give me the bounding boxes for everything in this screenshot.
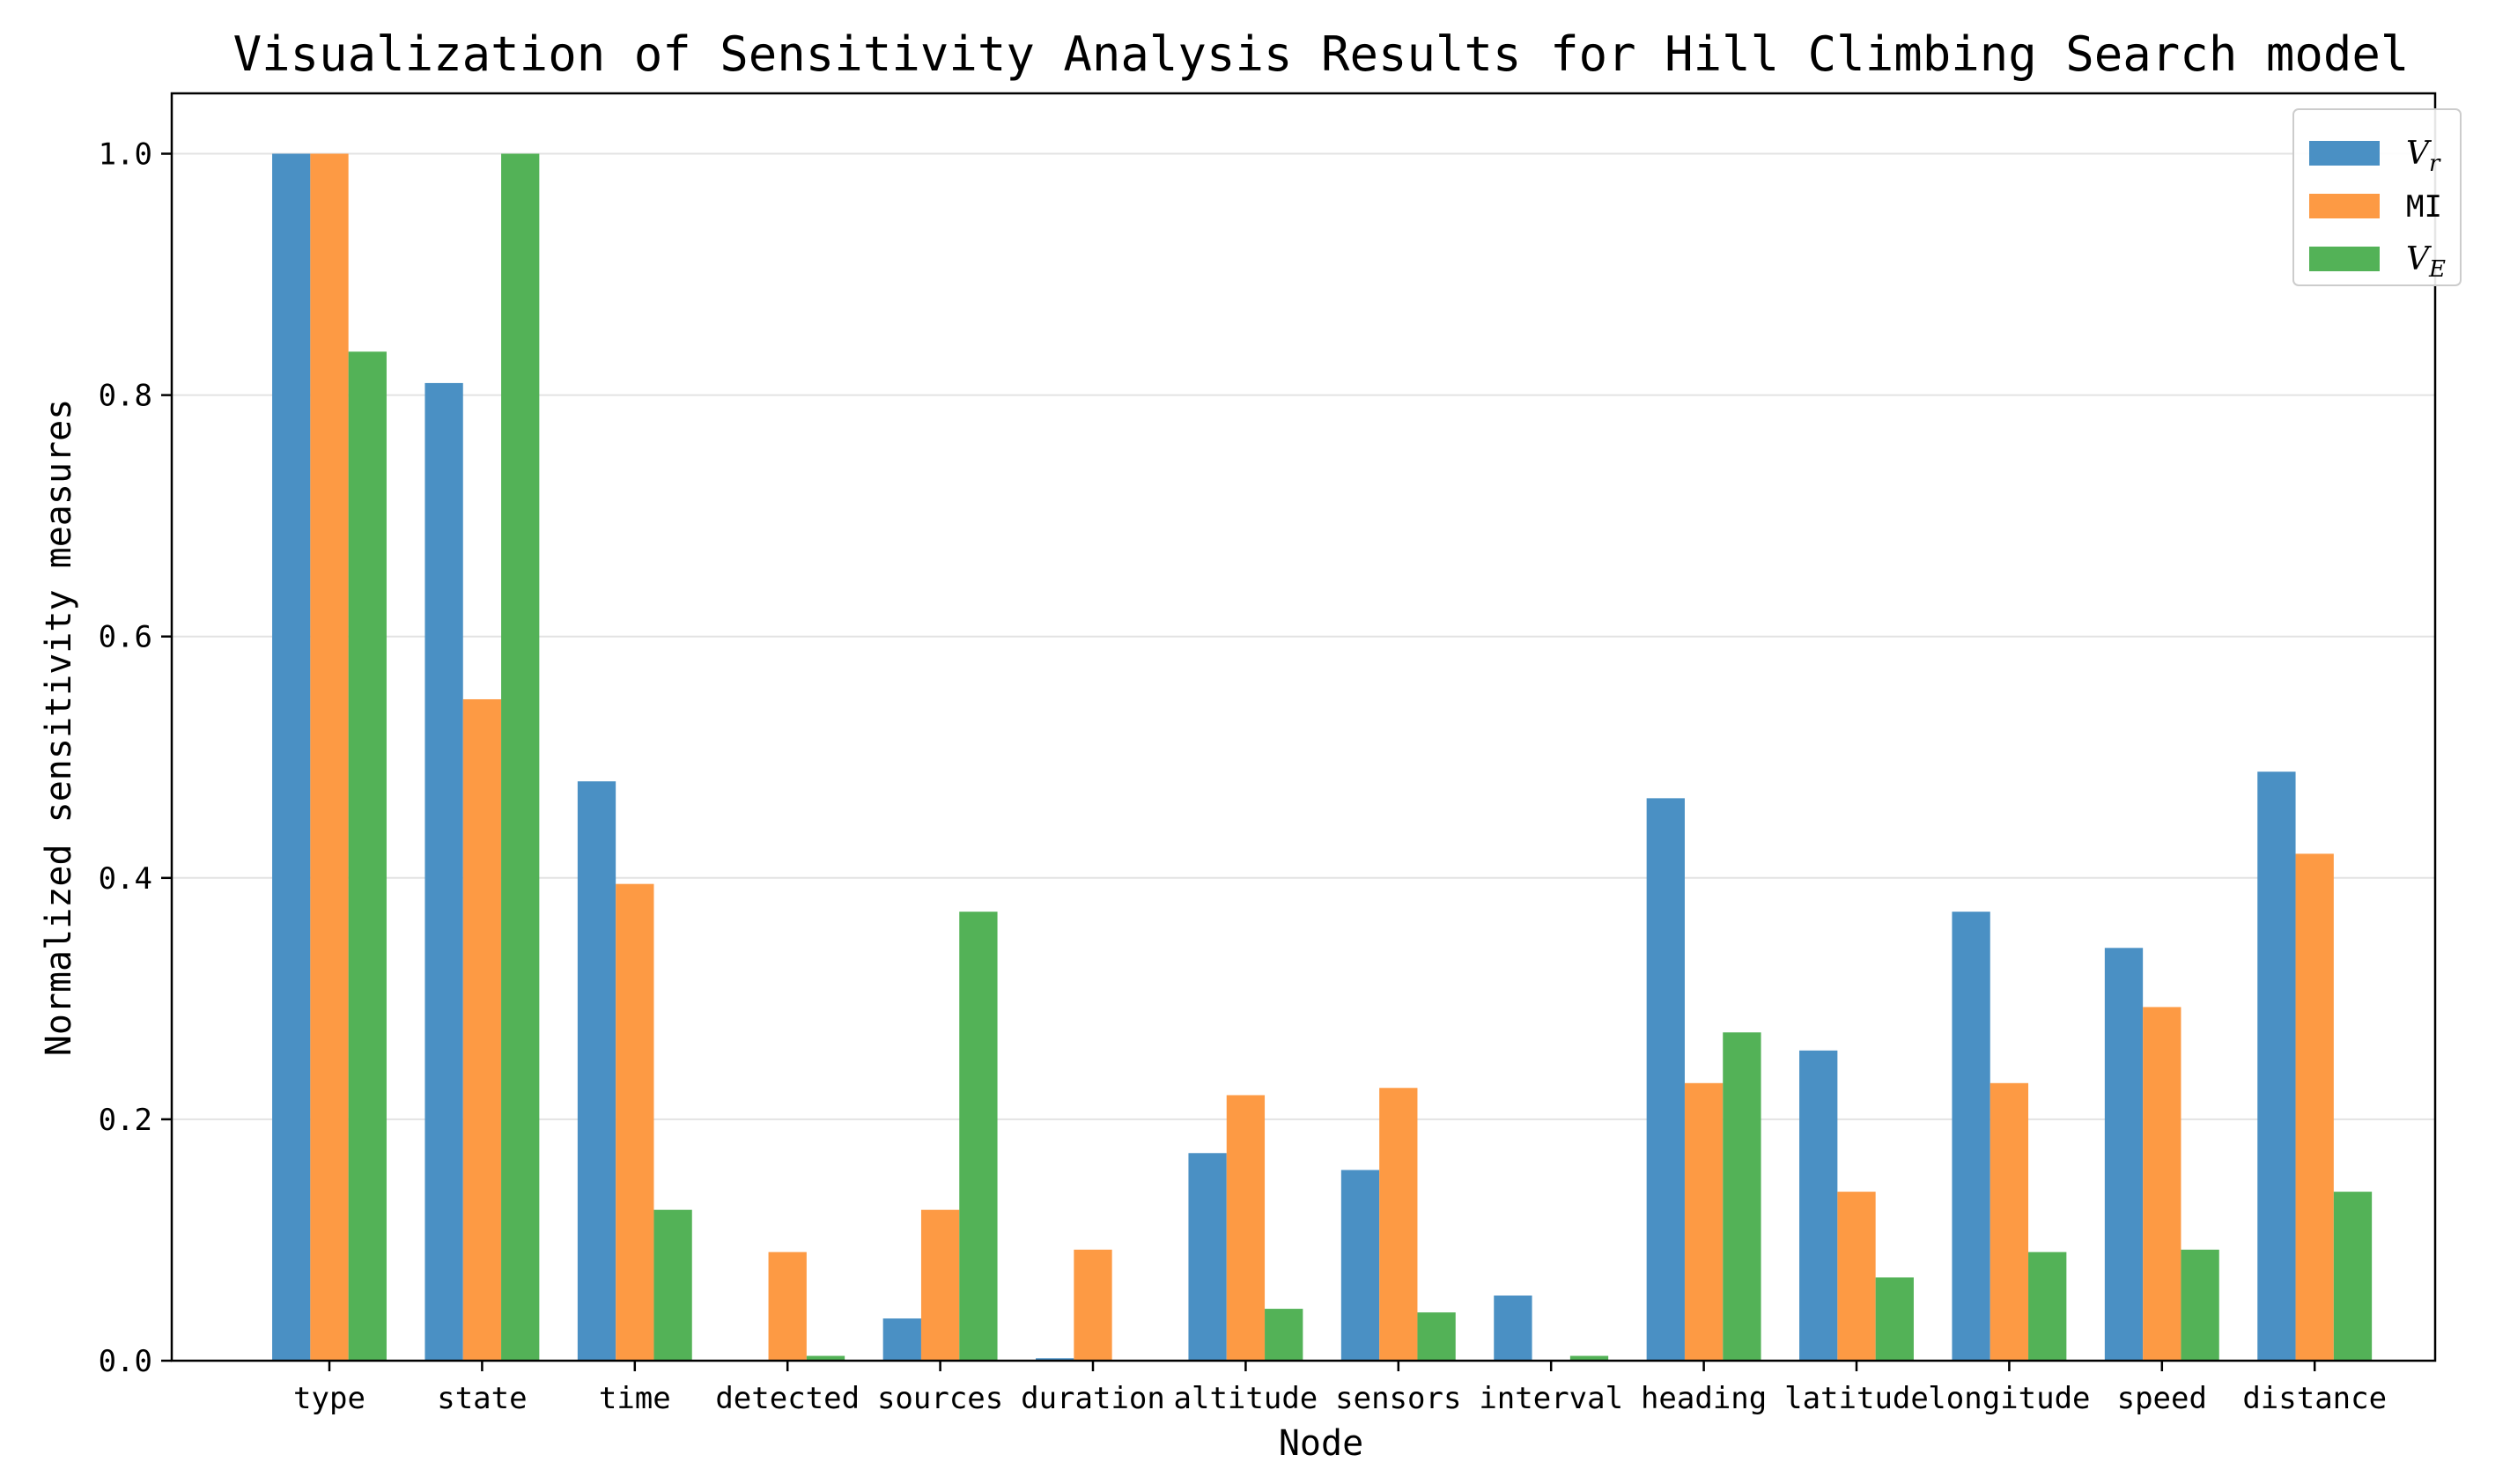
- bar-v-r-heading: [1646, 798, 1685, 1361]
- bar-v-r-sources: [882, 1318, 921, 1361]
- bar-mi-speed: [2143, 1007, 2181, 1361]
- x-tick-label: interval: [1479, 1381, 1623, 1416]
- legend-label-text: MI: [2406, 189, 2442, 225]
- x-tick-label: detected: [715, 1381, 860, 1416]
- x-tick-label: time: [599, 1381, 671, 1416]
- bar-v-e-sensors: [1417, 1312, 1456, 1361]
- legend-label-subscript: E: [2428, 256, 2446, 283]
- bar-v-e-interval: [1569, 1355, 1609, 1361]
- bar-v-e-heading: [1723, 1032, 1761, 1361]
- legend-label: Vr: [2406, 136, 2441, 177]
- x-tick-label: sources: [877, 1381, 1003, 1416]
- bar-mi-latitude: [1837, 1192, 1876, 1361]
- bar-v-r-altitude: [1188, 1153, 1227, 1361]
- bar-mi-distance: [2295, 853, 2334, 1361]
- y-tick-label: 0.8: [99, 379, 152, 414]
- bar-mi-altitude: [1226, 1095, 1266, 1361]
- x-tick-label: sensors: [1335, 1381, 1461, 1416]
- bar-v-e-distance: [2333, 1192, 2373, 1361]
- x-axis-label: Node: [1279, 1423, 1363, 1464]
- x-tick-label: altitude: [1174, 1381, 1318, 1416]
- bars: [272, 153, 2373, 1362]
- legend-swatch: [2309, 247, 2380, 271]
- x-tick-label: duration: [1021, 1381, 1165, 1416]
- bar-mi-longitude: [1990, 1082, 2029, 1361]
- y-gridlines: [172, 152, 2435, 1120]
- bar-v-e-detected: [806, 1355, 845, 1361]
- bar-v-e-speed: [2181, 1249, 2219, 1361]
- x-tick-label: type: [293, 1381, 365, 1416]
- plot-frame: [170, 92, 2437, 1362]
- bar-v-r-duration: [1036, 1358, 1074, 1361]
- bar-v-e-sources: [959, 912, 998, 1361]
- bar-v-r-state: [424, 382, 463, 1361]
- bar-v-e-time: [653, 1209, 692, 1361]
- bar-mi-sources: [920, 1209, 960, 1361]
- bar-v-r-time: [577, 781, 616, 1361]
- y-axis: 0.0 0.2 0.4 0.6 0.8 1.0: [99, 137, 172, 1379]
- bar-v-r-type: [272, 153, 311, 1361]
- x-tick-label: latitude: [1784, 1381, 1929, 1416]
- bar-v-e-latitude: [1875, 1277, 1914, 1361]
- legend-label-subscript: r: [2429, 151, 2441, 177]
- bar-v-r-latitude: [1799, 1050, 1838, 1361]
- legend-swatch: [2309, 141, 2380, 166]
- y-tick-label: 0.2: [99, 1103, 152, 1138]
- x-tick-label: state: [437, 1381, 527, 1416]
- bar-v-e-longitude: [2028, 1251, 2067, 1361]
- x-tick-label: longitude: [1928, 1381, 2090, 1416]
- chart-title: Visualization of Sensitivity Analysis Re…: [233, 26, 2410, 82]
- x-tick-label: heading: [1641, 1381, 1767, 1416]
- bar-v-e-type: [348, 351, 387, 1362]
- bar-mi-duration: [1074, 1249, 1112, 1361]
- bar-v-e-state: [501, 153, 540, 1361]
- bar-v-r-speed: [2104, 948, 2144, 1361]
- bar-mi-time: [616, 883, 654, 1361]
- bar-mi-type: [310, 153, 349, 1361]
- bar-v-e-altitude: [1265, 1309, 1303, 1361]
- bar-mi-sensors: [1379, 1088, 1418, 1361]
- x-tick-label: speed: [2117, 1381, 2207, 1416]
- legend-label: MI: [2406, 189, 2442, 225]
- y-tick-label: 0.4: [99, 861, 152, 897]
- legend-label: VE: [2406, 241, 2446, 283]
- bar-v-r-interval: [1494, 1295, 1532, 1361]
- legend-label-text: V: [2406, 241, 2432, 277]
- y-axis-label: Normalized sensitivity measures: [39, 399, 79, 1057]
- bar-mi-state: [462, 698, 502, 1361]
- x-axis: type state time detected sources duration alti…: [293, 1361, 2387, 1416]
- y-tick-label: 0.0: [99, 1344, 152, 1379]
- y-tick-label: 0.6: [99, 620, 152, 655]
- legend-swatch: [2309, 194, 2380, 218]
- bar-v-r-longitude: [1952, 912, 1990, 1361]
- bar-v-r-distance: [2257, 772, 2296, 1361]
- bar-v-r-sensors: [1340, 1170, 1380, 1361]
- bar-mi-detected: [768, 1251, 807, 1361]
- x-tick-label: distance: [2242, 1381, 2387, 1416]
- legend-label-text: V: [2406, 136, 2432, 172]
- y-tick-label: 1.0: [99, 137, 152, 173]
- bar-mi-heading: [1684, 1082, 1724, 1361]
